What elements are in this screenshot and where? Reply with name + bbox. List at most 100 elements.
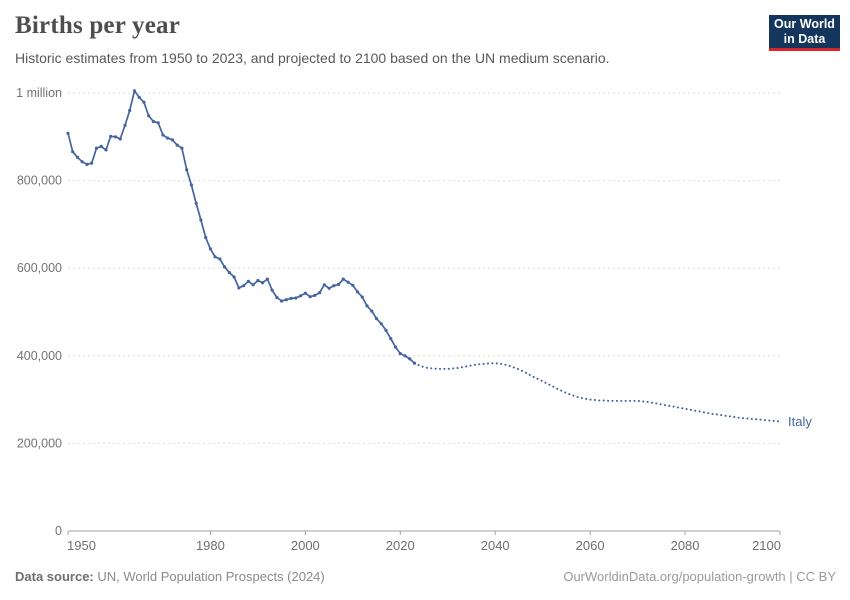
x-axis-tick-label: 2040 [481,538,510,553]
data-point[interactable] [374,317,379,321]
data-point[interactable] [284,298,288,302]
entity-label[interactable]: Italy [788,414,812,429]
data-point[interactable] [398,352,402,356]
data-point[interactable] [332,284,336,288]
data-point[interactable] [370,309,374,313]
data-point[interactable] [161,133,165,137]
data-point[interactable] [175,143,179,147]
data-point[interactable] [280,299,284,303]
x-axis-tick-label: 2020 [386,538,415,553]
data-point[interactable] [71,150,75,154]
data-point[interactable] [337,282,341,286]
y-axis-tick-label: 400,000 [17,349,62,363]
page-title: Births per year [15,12,181,39]
data-point[interactable] [199,218,203,222]
data-point[interactable] [94,146,99,150]
data-point[interactable] [85,162,89,166]
data-point[interactable] [185,168,189,172]
data-point[interactable] [128,108,132,113]
data-point[interactable] [109,134,113,138]
data-point[interactable] [322,283,326,287]
data-point[interactable] [208,247,212,251]
x-axis-tick-label: 2080 [671,538,700,553]
data-source: Data source: UN, World Population Prospe… [15,569,325,584]
data-point[interactable] [118,137,122,141]
data-point[interactable] [341,277,345,281]
data-point[interactable] [251,283,255,287]
owid-logo-line2: in Data [783,31,826,46]
data-point[interactable] [393,345,398,349]
data-point[interactable] [218,257,222,261]
data-point[interactable] [275,295,279,300]
data-point[interactable] [270,288,274,292]
data-point[interactable] [66,131,70,135]
x-axis-tick-label: 1980 [196,538,225,553]
data-point[interactable] [151,119,155,124]
data-point[interactable] [75,155,80,159]
data-point[interactable] [346,280,350,284]
data-point[interactable] [99,144,103,148]
data-point[interactable] [147,114,151,118]
data-point[interactable] [246,279,250,283]
data-point[interactable] [213,255,217,259]
data-point[interactable] [408,357,412,361]
historic-line[interactable] [67,89,416,364]
page-subtitle: Historic estimates from 1950 to 2023, an… [15,50,610,66]
x-axis-tick-label: 2000 [291,538,320,553]
data-point[interactable] [232,275,236,279]
data-point[interactable] [327,286,331,290]
data-point[interactable] [137,95,141,99]
y-axis-tick-label: 800,000 [17,174,62,188]
data-source-label: Data source: [15,569,94,584]
x-axis-tick-label: 2060 [576,538,605,553]
data-point[interactable] [166,136,170,140]
data-point[interactable] [104,148,108,152]
y-axis-tick-label: 1 million [16,86,62,100]
data-point[interactable] [299,294,303,298]
data-point[interactable] [237,286,241,290]
data-point[interactable] [90,161,94,165]
data-point[interactable] [308,295,312,299]
owid-logo-line1: Our World [774,16,835,31]
data-point[interactable] [123,123,127,127]
data-point[interactable] [261,281,265,285]
data-point[interactable] [242,284,246,288]
x-axis-tick-label: 1950 [67,538,96,553]
data-point[interactable] [132,89,137,93]
data-point[interactable] [289,296,293,300]
data-point[interactable] [189,183,193,187]
data-point[interactable] [256,278,260,283]
y-axis-tick-label: 200,000 [17,436,62,450]
data-point[interactable] [265,277,269,281]
data-point[interactable] [204,235,208,240]
data-point[interactable] [303,291,307,295]
x-axis-tick-label: 2100 [752,538,781,553]
data-point[interactable] [351,283,355,287]
data-point[interactable] [227,271,231,275]
credit-link[interactable]: OurWorldinData.org/population-growth | C… [563,569,836,584]
data-point[interactable] [384,328,388,332]
projection-line[interactable] [413,362,781,423]
data-point[interactable] [318,291,322,295]
data-point[interactable] [142,100,146,104]
data-point[interactable] [170,138,174,142]
data-point[interactable] [80,160,84,164]
owid-logo[interactable]: Our World in Data [769,15,840,51]
data-point[interactable] [180,146,184,150]
data-point[interactable] [355,290,360,294]
data-point[interactable] [389,337,393,341]
data-point[interactable] [379,322,383,326]
data-point[interactable] [403,354,407,358]
data-point[interactable] [194,201,198,205]
data-point[interactable] [365,304,369,308]
y-axis-tick-label: 600,000 [17,261,62,275]
data-point[interactable] [156,121,160,125]
data-point[interactable] [223,265,227,269]
data-point[interactable] [313,293,317,297]
data-point[interactable] [294,296,298,300]
data-source-value: UN, World Population Prospects (2024) [97,569,325,584]
data-point[interactable] [113,135,118,139]
data-point[interactable] [360,295,364,299]
